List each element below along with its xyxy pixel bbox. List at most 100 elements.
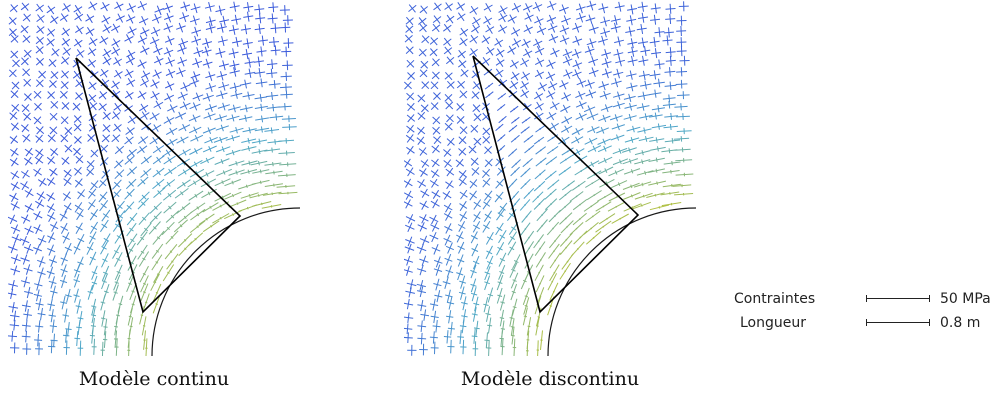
stress-cross <box>219 15 230 26</box>
stress-cross <box>47 298 55 312</box>
stress-cross <box>676 128 692 135</box>
stress-cross <box>34 333 43 347</box>
stress-cross <box>647 168 666 173</box>
stress-cross <box>216 90 228 100</box>
stress-cross <box>137 244 148 260</box>
stress-cross <box>406 124 415 134</box>
stress-cross <box>417 111 426 121</box>
stress-cross <box>481 168 491 179</box>
stress-cross <box>534 45 545 56</box>
stress-cross <box>559 212 573 225</box>
stress-cross <box>523 230 535 245</box>
stress-cross <box>9 135 19 145</box>
stress-cross <box>572 199 588 211</box>
stress-cross <box>433 135 442 145</box>
stress-cross <box>536 25 547 36</box>
stress-cross <box>621 147 637 153</box>
stress-cross <box>469 34 479 44</box>
stress-cross <box>470 124 479 133</box>
stress-cross <box>280 22 291 33</box>
stress-cross <box>561 116 573 125</box>
stress-cross <box>458 169 468 179</box>
stress-cross <box>102 56 112 66</box>
stress-cross <box>111 134 121 143</box>
stress-cross <box>62 3 71 12</box>
legend-length-value: 0.8 m <box>940 315 981 331</box>
stress-cross <box>49 319 57 333</box>
stress-cross <box>163 201 177 214</box>
stress-cross <box>482 177 491 188</box>
stress-cross <box>560 220 574 234</box>
stress-cross <box>100 241 109 255</box>
stress-cross <box>664 81 677 91</box>
stress-cross <box>472 221 481 233</box>
stress-cross <box>278 103 292 111</box>
stress-cross <box>62 47 72 56</box>
stress-cross <box>420 104 429 113</box>
stress-cross <box>204 1 215 12</box>
stress-cross <box>547 179 560 190</box>
stress-cross <box>34 278 43 291</box>
stress-cross <box>112 244 121 259</box>
stress-cross <box>241 160 258 166</box>
stress-cross <box>649 70 661 80</box>
stress-cross <box>61 27 71 37</box>
stress-cross <box>254 4 265 15</box>
stress-cross <box>511 159 521 169</box>
stress-cross <box>434 290 443 303</box>
stress-cross <box>99 219 109 233</box>
stress-cross <box>484 82 494 90</box>
stress-cross <box>225 149 241 156</box>
stress-cross <box>232 36 242 47</box>
stress-cross <box>20 276 31 288</box>
stress-cross <box>498 13 508 23</box>
stress-cross <box>430 341 439 355</box>
stress-cross <box>673 136 690 142</box>
stress-cross <box>255 13 266 24</box>
stress-cross <box>49 126 58 135</box>
stress-cross <box>11 81 20 90</box>
stress-cross <box>520 71 530 81</box>
stress-cross <box>8 28 17 37</box>
stress-cross <box>597 192 613 202</box>
stress-cross <box>445 114 454 123</box>
stress-cross <box>72 147 82 156</box>
stress-cross <box>661 202 682 207</box>
stress-cross <box>111 46 121 56</box>
stress-cross <box>191 35 202 46</box>
stress-cross <box>47 244 56 256</box>
stress-cross <box>127 307 133 326</box>
stress-cross <box>33 210 43 221</box>
stress-cross <box>100 2 110 12</box>
stress-cross <box>615 56 626 67</box>
stress-cross <box>8 243 18 254</box>
stress-cross <box>8 302 19 313</box>
stress-cross <box>140 283 149 302</box>
stress-cross <box>623 113 637 122</box>
stress-cross <box>60 295 68 310</box>
stress-cross <box>442 23 452 33</box>
stress-cross <box>152 13 162 24</box>
stress-cross <box>546 90 556 100</box>
stress-cross <box>177 167 192 177</box>
stress-cross <box>521 116 531 124</box>
stress-cross <box>228 24 239 35</box>
stress-cross <box>90 307 97 324</box>
stress-cross <box>60 134 69 143</box>
stress-cross <box>663 160 681 166</box>
stress-cross <box>163 116 175 125</box>
stress-cross <box>447 339 455 354</box>
stress-cross <box>205 82 217 92</box>
stress-cross <box>498 24 508 34</box>
stress-cross <box>588 67 599 77</box>
stress-cross <box>431 244 441 255</box>
stress-cross <box>469 179 478 189</box>
stress-cross <box>404 81 412 90</box>
stress-cross <box>124 68 134 78</box>
stress-cross <box>559 240 573 256</box>
stress-cross <box>512 338 517 356</box>
stress-cross <box>650 146 666 152</box>
stress-cross <box>406 145 415 155</box>
stress-cross <box>558 200 572 213</box>
stress-cross <box>226 114 240 122</box>
